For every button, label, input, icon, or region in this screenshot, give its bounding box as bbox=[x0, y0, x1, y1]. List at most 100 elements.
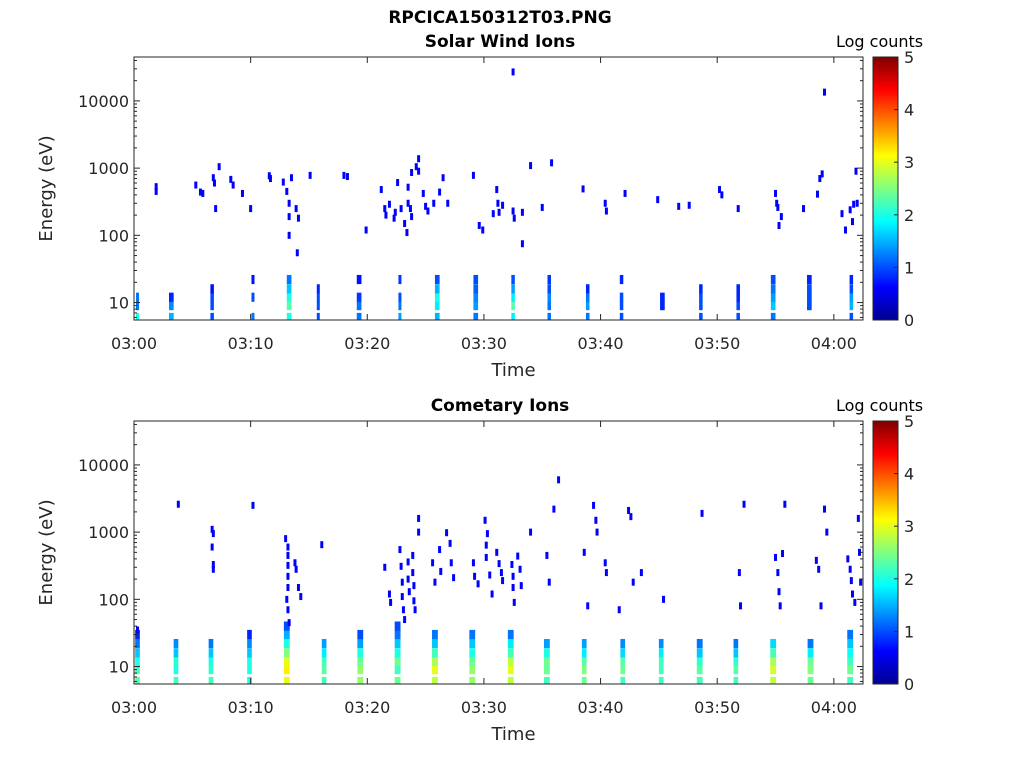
spectrogram-cell bbox=[469, 676, 476, 684]
spectrogram-cell bbox=[299, 593, 303, 601]
spectrogram-cell bbox=[733, 665, 739, 675]
spectrogram-cell bbox=[283, 656, 290, 666]
spectrogram-cell bbox=[581, 648, 587, 658]
spectrogram-cell bbox=[742, 500, 746, 508]
spectrogram-cell bbox=[356, 312, 362, 320]
spectrogram-cell bbox=[660, 301, 665, 311]
spectrogram-cell bbox=[208, 656, 214, 666]
spectrogram-cell bbox=[231, 181, 235, 189]
spectrogram-cell bbox=[321, 648, 327, 658]
spectrogram-cell bbox=[154, 183, 158, 191]
spectrogram-cell bbox=[631, 578, 635, 586]
spectrogram-cell bbox=[473, 292, 479, 302]
spectrogram-cell bbox=[585, 284, 590, 294]
spectrogram-cell bbox=[851, 218, 855, 226]
spectrogram-cell bbox=[658, 648, 664, 658]
spectrogram-cell bbox=[718, 186, 722, 194]
spectrogram-cell bbox=[511, 301, 515, 311]
spectrogram-cell bbox=[696, 665, 703, 675]
spectrogram-cell bbox=[825, 528, 829, 536]
spectrogram-cell bbox=[658, 665, 664, 675]
spectrogram-cell bbox=[658, 676, 664, 684]
spectrogram-cell bbox=[547, 292, 551, 302]
spectrogram-cell bbox=[495, 186, 499, 194]
spectrogram-cell bbox=[316, 292, 320, 302]
spectrogram-cell bbox=[520, 240, 524, 248]
spectrogram-cell bbox=[294, 205, 298, 213]
spectrogram-cell bbox=[286, 301, 292, 311]
spectrogram-cell bbox=[848, 565, 852, 573]
spectrogram-cell bbox=[770, 656, 777, 666]
spectrogram-cell bbox=[844, 226, 848, 234]
y-tick-label: 10 bbox=[109, 294, 129, 313]
spectrogram-cell bbox=[424, 202, 428, 210]
spectrogram-cell bbox=[413, 606, 417, 614]
spectrogram-cell bbox=[286, 551, 290, 559]
spectrogram-cell bbox=[321, 676, 327, 684]
spectrogram-cell bbox=[814, 556, 818, 564]
spectrogram-cell bbox=[268, 175, 272, 183]
spectrogram-cell bbox=[168, 312, 174, 320]
spectrogram-cell bbox=[289, 174, 293, 182]
colorbar-tick-label: 4 bbox=[904, 101, 914, 120]
spectrogram-cell bbox=[581, 676, 587, 684]
spectrogram-cell bbox=[823, 505, 827, 513]
spectrogram-cell bbox=[393, 208, 397, 216]
spectrogram-cell bbox=[387, 590, 391, 598]
spectrogram-cell bbox=[620, 656, 626, 666]
spectrogram-cell bbox=[394, 638, 401, 649]
spectrogram-cell bbox=[432, 199, 436, 207]
x-tick-label: 03:50 bbox=[694, 334, 740, 353]
spectrogram-cell bbox=[547, 578, 551, 586]
spectrogram-cell bbox=[168, 301, 174, 311]
spectrogram-cell bbox=[854, 167, 858, 175]
spectrogram-cell bbox=[135, 626, 139, 634]
spectrogram-cell bbox=[736, 205, 740, 213]
spectrogram-cell bbox=[736, 292, 740, 302]
spectrogram-cell bbox=[491, 210, 495, 218]
spectrogram-cell bbox=[776, 569, 780, 577]
spectrogram-cell bbox=[778, 602, 782, 610]
spectrogram-cell bbox=[585, 301, 590, 311]
spectrogram-cell bbox=[488, 571, 492, 579]
spectrogram-cell bbox=[777, 222, 781, 230]
spectrogram-cell bbox=[308, 171, 312, 179]
spectrogram-cell bbox=[499, 569, 503, 577]
spectrogram-cell bbox=[469, 629, 476, 640]
spectrogram-cell bbox=[417, 514, 421, 522]
spectrogram-cell bbox=[439, 567, 443, 575]
spectrogram-cell bbox=[434, 312, 440, 320]
colorbar-tick-label: 3 bbox=[904, 153, 914, 172]
spectrogram-cell bbox=[658, 656, 664, 666]
spectrogram-cell bbox=[398, 274, 402, 285]
spectrogram-cell bbox=[851, 590, 855, 598]
spectrogram-cell bbox=[286, 292, 292, 302]
spectrogram-cell bbox=[321, 665, 327, 675]
spectrogram-cell bbox=[284, 535, 288, 543]
spectrogram-cell bbox=[512, 214, 516, 222]
spectrogram-cell bbox=[658, 638, 664, 649]
spectrogram-cell bbox=[446, 199, 450, 207]
spectrogram-cell bbox=[586, 602, 590, 610]
spectrogram-cell bbox=[699, 292, 703, 302]
spectrogram-cell bbox=[296, 583, 300, 591]
colorbar bbox=[872, 420, 899, 685]
spectrogram-cell bbox=[469, 665, 476, 675]
spectrogram-cell bbox=[473, 312, 479, 320]
spectrogram-cell bbox=[432, 676, 438, 684]
spectrogram-cell bbox=[194, 181, 198, 189]
spectrogram-cell bbox=[316, 284, 320, 294]
y-tick-label: 100 bbox=[98, 226, 129, 245]
spectrogram-cell bbox=[620, 638, 626, 649]
spectrogram-cell bbox=[287, 231, 291, 239]
spectrogram-cell bbox=[582, 548, 586, 556]
spectrogram-cell bbox=[211, 565, 215, 573]
spectrogram-cell bbox=[507, 648, 514, 658]
spectrogram-cell bbox=[469, 656, 476, 666]
spectrogram-cell bbox=[639, 569, 643, 577]
spectrogram-cell bbox=[543, 656, 550, 666]
spectrogram-cell bbox=[208, 638, 214, 649]
spectrogram-cell bbox=[357, 648, 364, 658]
spectrogram-cell bbox=[285, 187, 289, 195]
